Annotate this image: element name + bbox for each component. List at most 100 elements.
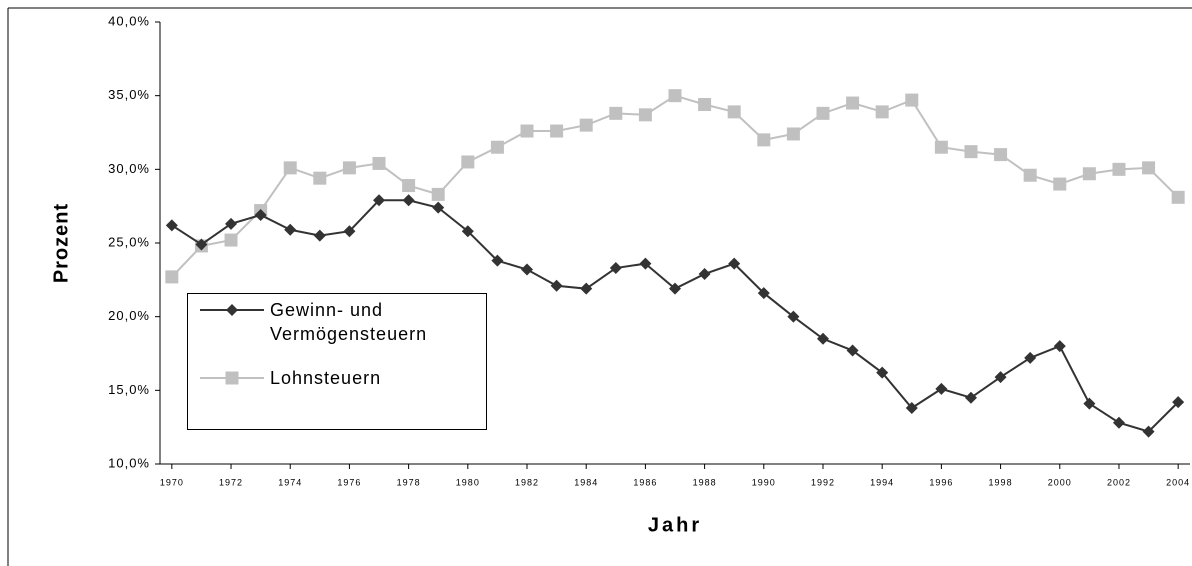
- y-tick-label: 30,0%: [108, 161, 150, 176]
- data-point: [1023, 168, 1037, 182]
- data-point: [461, 155, 475, 169]
- y-axis-title: Prozent: [50, 203, 72, 283]
- data-point: [1112, 416, 1125, 429]
- data-point: [905, 402, 918, 415]
- data-point: [550, 279, 563, 292]
- data-point: [698, 267, 711, 280]
- data-point: [165, 270, 179, 284]
- x-tick-label: 1980: [456, 477, 480, 487]
- data-point: [728, 257, 741, 270]
- x-tick-label: 1994: [870, 477, 894, 487]
- data-point: [490, 140, 504, 154]
- data-point: [431, 187, 445, 201]
- data-point: [342, 161, 356, 175]
- data-point: [313, 229, 326, 242]
- data-point: [609, 106, 623, 120]
- y-tick-label: 20,0%: [108, 308, 150, 323]
- x-tick-label: 1992: [811, 477, 835, 487]
- legend-item: Lohnsteuern: [200, 366, 480, 390]
- data-point: [1112, 162, 1126, 176]
- y-tick-label: 40,0%: [108, 13, 150, 28]
- data-point: [461, 225, 474, 238]
- data-point: [668, 89, 682, 103]
- data-point: [195, 238, 208, 251]
- data-point: [225, 217, 238, 230]
- data-point: [727, 105, 741, 119]
- x-tick-label: 1998: [989, 477, 1013, 487]
- data-point: [846, 344, 859, 357]
- x-tick-label: 1974: [278, 477, 302, 487]
- data-point: [1082, 167, 1096, 181]
- x-tick-label: 1970: [160, 477, 184, 487]
- data-point: [698, 98, 712, 112]
- data-point: [816, 106, 830, 120]
- data-point: [550, 124, 564, 138]
- x-tick-label: 1972: [219, 477, 243, 487]
- data-point: [580, 282, 593, 295]
- data-point: [934, 140, 948, 154]
- data-point: [254, 209, 267, 222]
- data-point: [786, 127, 800, 141]
- x-tick-label: 1990: [752, 477, 776, 487]
- data-point: [491, 254, 504, 267]
- data-point: [846, 96, 860, 110]
- x-tick-label: 1982: [515, 477, 539, 487]
- data-point: [1024, 351, 1037, 364]
- x-tick-label: 1988: [693, 477, 717, 487]
- x-tick-label: 1984: [574, 477, 598, 487]
- data-point: [875, 105, 889, 119]
- data-point: [373, 194, 386, 207]
- legend-item: Gewinn- und Vermögensteuern: [200, 298, 480, 346]
- data-point: [669, 282, 681, 295]
- data-point: [994, 371, 1007, 384]
- data-point: [639, 257, 652, 270]
- y-tick-label: 15,0%: [108, 382, 150, 397]
- data-point: [757, 287, 770, 300]
- data-point: [432, 201, 445, 214]
- data-point: [1171, 190, 1185, 204]
- legend-label: Gewinn- und Vermögensteuern: [270, 300, 428, 344]
- data-point: [402, 194, 415, 207]
- x-tick-label: 2002: [1107, 477, 1131, 487]
- legend-label: Lohnsteuern: [270, 368, 382, 388]
- data-point: [1172, 396, 1185, 409]
- legend-marker: [226, 304, 238, 316]
- x-tick-label: 1996: [929, 477, 953, 487]
- data-point: [994, 148, 1008, 162]
- legend: Gewinn- und Vermögensteuern Lohnsteuern: [187, 293, 487, 430]
- x-axis-title: Jahr: [648, 514, 702, 536]
- x-tick-label: 1976: [337, 477, 361, 487]
- data-point: [1053, 177, 1067, 191]
- data-point: [787, 310, 800, 323]
- data-point: [964, 391, 977, 404]
- data-point: [964, 145, 978, 159]
- data-point: [1053, 340, 1066, 353]
- data-point: [313, 171, 327, 185]
- data-point: [372, 156, 386, 170]
- series-line: [171, 94, 1179, 278]
- y-tick-label: 25,0%: [108, 234, 150, 249]
- data-point: [224, 233, 238, 247]
- data-point: [757, 133, 771, 147]
- data-point: [579, 118, 593, 132]
- x-tick-label: 1986: [633, 477, 657, 487]
- data-point: [876, 366, 889, 379]
- data-point: [283, 161, 297, 175]
- data-point: [638, 108, 652, 122]
- legend-swatch: [200, 304, 264, 316]
- data-point: [905, 93, 919, 107]
- data-point: [521, 263, 534, 276]
- x-tick-label: 1978: [397, 477, 421, 487]
- y-tick-label: 10,0%: [108, 455, 150, 470]
- data-point: [284, 223, 297, 236]
- data-point: [1142, 425, 1155, 438]
- data-point: [1142, 161, 1156, 175]
- data-point: [1083, 397, 1096, 410]
- legend-swatch: [200, 371, 264, 385]
- data-point: [520, 124, 534, 138]
- data-point: [165, 219, 178, 232]
- x-tick-label: 2004: [1166, 477, 1190, 487]
- data-point: [402, 179, 416, 193]
